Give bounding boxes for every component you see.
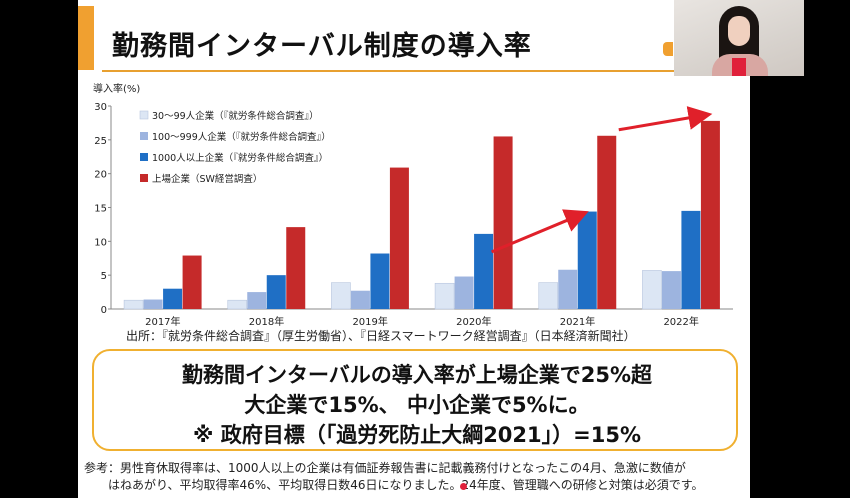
slide: 勤務間インターバル制度の導入率 導入率(%) 0 5 10 15 20 25 30 2017年 2… [78,0,750,498]
bar-4-6 [700,120,720,310]
bar-2-1 [143,299,163,309]
y-tick-label: 0 [101,305,107,316]
bar-2-3 [350,290,370,309]
title-underline [102,70,722,72]
callout-line-1: 勤務間インターバルの導入率が上場企業で25%超 [181,363,653,387]
y-tick-label: 15 [94,204,107,215]
bar-1-2 [227,299,248,310]
legend-label-2: 100～999人企業（『就労条件総合調査』） [152,131,331,143]
bar-4-5 [597,135,617,309]
y-tick-label: 20 [94,170,107,181]
bar-chart: 導入率(%) 0 5 10 15 20 25 30 2017年 2018年 2019年 2020年 20… [93,82,733,328]
bar-1-6 [642,270,662,310]
bar-3-5 [577,211,597,309]
bar-1-1 [123,299,144,310]
slide-title: 勤務間インターバル制度の導入率 [112,31,532,62]
bar-2-5 [558,269,578,309]
trend-arrow-1000plus [491,209,589,254]
pointer-dot [460,483,467,490]
legend-swatch-4 [140,174,148,182]
y-tick-label: 30 [94,102,107,113]
y-axis-label: 導入率(%) [93,82,140,95]
title-bar: 勤務間インターバル制度の導入率 [78,0,750,76]
logo-mark [663,42,673,56]
bar-1-3 [331,282,351,310]
y-tick-label: 25 [94,136,107,147]
trend-arrow-listed [618,106,713,132]
bar-3-2 [266,275,286,309]
source-caption: 出所：『就労条件総合調査』（厚生労働省）、『日経スマートワーク経営調査』（日本経… [126,329,636,343]
reference-note: 参考：男性育休取得率は、1000人以上の企業は有価証券報告書に記載義務付けとなっ… [78,455,750,498]
bar-3-4 [474,233,494,309]
callout-box: 勤務間インターバルの導入率が上場企業で25%超 大企業で15%、 中小企業で5%… [92,349,738,451]
x-tick-label: 2020年 [456,315,491,328]
bar-3-1 [163,288,183,309]
x-tick-label: 2021年 [560,315,595,328]
webcam-video [674,0,804,76]
bar-1-5 [538,282,559,310]
note-line-1: 参考：男性育休取得率は、1000人以上の企業は有価証券報告書に記載義務付けとなっ… [84,461,686,475]
bar-4-2 [286,227,306,309]
x-tick-label: 2017年 [145,315,180,328]
bar-3-6 [681,210,701,309]
chart-container: 導入率(%) 0 5 10 15 20 25 30 2017年 2018年 2019年 2020年 20… [78,78,740,348]
y-tick-label: 10 [94,237,107,248]
bar-2-6 [661,271,681,309]
bar-4-4 [493,136,513,309]
y-tick-label: 5 [101,271,107,282]
legend-label-4: 上場企業（SW経営調査） [152,173,262,185]
callout-line-2: 大企業で15%、 中小企業で5%に。 [244,393,590,417]
bar-1-4 [434,282,455,310]
x-tick-label: 2019年 [352,315,387,328]
bar-2-4 [454,276,474,309]
x-tick-label: 2018年 [249,315,284,328]
title-accent-bar [78,6,94,70]
legend-label-1: 30～99人企業（『就労条件総合調査』） [152,110,319,122]
legend-swatch-1 [139,110,149,120]
legend-label-3: 1000人以上企業（『就労条件総合調査』） [152,152,328,164]
legend-swatch-2 [140,132,148,140]
bar-3-3 [370,253,390,309]
bar-4-3 [389,167,409,309]
bar-2-2 [247,292,267,309]
legend-swatch-3 [140,153,148,161]
note-line-2: はねあがり、平均取得率46%、平均取得日数46日になりました。24年度、管理職へ… [108,478,704,492]
callout-line-3: ※ 政府目標（「過労死防止大綱2021」）=15% [192,423,642,447]
bar-4-1 [182,255,202,309]
x-tick-label: 2022年 [663,315,698,328]
